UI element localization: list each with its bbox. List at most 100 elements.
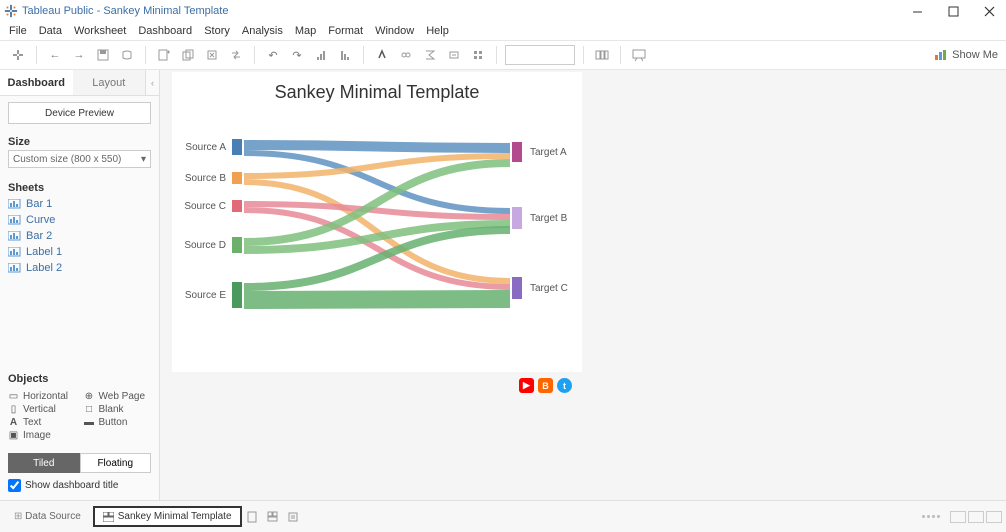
- button-icon: ▬: [84, 417, 95, 428]
- group-icon[interactable]: [396, 45, 416, 65]
- menu-analysis[interactable]: Analysis: [237, 25, 288, 37]
- highlight-icon[interactable]: [372, 45, 392, 65]
- sort-asc-icon[interactable]: [311, 45, 331, 65]
- menu-format[interactable]: Format: [323, 25, 368, 37]
- sankey-chart: Source ASource BSource CSource DSource E…: [172, 117, 582, 337]
- svg-text:Target B: Target B: [530, 213, 568, 224]
- menu-help[interactable]: Help: [421, 25, 454, 37]
- tableau-logo-icon[interactable]: [8, 45, 28, 65]
- worksheet-icon: [8, 263, 21, 273]
- size-label: Size: [0, 130, 159, 150]
- active-sheet-tab[interactable]: Sankey Minimal Template: [93, 506, 242, 527]
- menubar: File Data Worksheet Dashboard Story Anal…: [0, 22, 1006, 40]
- close-button[interactable]: [982, 4, 996, 18]
- objects-label: Objects: [8, 367, 151, 387]
- vertical-icon: ▯: [8, 404, 19, 415]
- show-me-icon: [934, 49, 948, 61]
- show-me-button[interactable]: Show Me: [934, 49, 998, 61]
- worksheet-icon: [8, 215, 21, 225]
- object-horizontal[interactable]: ▭Horizontal: [8, 391, 76, 402]
- app-icon: [4, 4, 18, 18]
- sheets-label: Sheets: [0, 176, 159, 196]
- filmstrip-icon-2[interactable]: [968, 511, 984, 523]
- clear-icon[interactable]: [202, 45, 222, 65]
- horizontal-icon: ▭: [8, 391, 19, 402]
- size-dropdown[interactable]: Custom size (800 x 550) ▾: [8, 150, 151, 168]
- worksheet-icon: [8, 231, 21, 241]
- blank-icon: □: [84, 404, 95, 415]
- bottom-tabs: ⊞ Data Source Sankey Minimal Template: [0, 500, 1006, 532]
- show-title-input[interactable]: [8, 479, 21, 492]
- menu-file[interactable]: File: [4, 25, 32, 37]
- globe-icon: ⊕: [84, 391, 95, 402]
- new-story-tab-icon[interactable]: [284, 508, 302, 526]
- svg-text:Source C: Source C: [184, 201, 226, 212]
- sheet-item[interactable]: Curve: [8, 212, 151, 228]
- object-image[interactable]: ▣Image: [8, 430, 76, 441]
- forward-icon[interactable]: →: [69, 45, 89, 65]
- sheet-item[interactable]: Bar 2: [8, 228, 151, 244]
- presentation-icon[interactable]: [629, 45, 649, 65]
- youtube-icon[interactable]: ▶: [519, 378, 534, 393]
- canvas-area[interactable]: Sankey Minimal Template Source ASource B…: [160, 70, 1006, 500]
- menu-window[interactable]: Window: [370, 25, 419, 37]
- tab-dashboard[interactable]: Dashboard: [0, 70, 73, 95]
- totals-icon[interactable]: [420, 45, 440, 65]
- dashboard-tab-icon: [103, 512, 114, 522]
- menu-data[interactable]: Data: [34, 25, 67, 37]
- show-me-label: Show Me: [952, 49, 998, 61]
- object-button[interactable]: ▬Button: [84, 417, 152, 428]
- collapse-sidebar-icon[interactable]: ‹: [145, 70, 159, 95]
- object-vertical[interactable]: ▯Vertical: [8, 404, 76, 415]
- new-worksheet-icon[interactable]: [154, 45, 174, 65]
- filmstrip-icon[interactable]: [950, 511, 966, 523]
- menu-map[interactable]: Map: [290, 25, 321, 37]
- toolbar: ← → ↶ ↷ Show Me: [0, 40, 1006, 70]
- filmstrip-icon-3[interactable]: [986, 511, 1002, 523]
- show-title-checkbox[interactable]: Show dashboard title: [0, 477, 159, 500]
- sheet-item[interactable]: Label 2: [8, 260, 151, 276]
- menu-worksheet[interactable]: Worksheet: [69, 25, 131, 37]
- cards-icon[interactable]: [592, 45, 612, 65]
- size-value: Custom size (800 x 550): [13, 154, 121, 165]
- text-icon: A: [8, 417, 19, 428]
- data-source-tab[interactable]: ⊞ Data Source: [4, 507, 91, 526]
- menu-dashboard[interactable]: Dashboard: [133, 25, 197, 37]
- sheet-item[interactable]: Label 1: [8, 244, 151, 260]
- worksheet-icon: [8, 199, 21, 209]
- object-blank[interactable]: □Blank: [84, 404, 152, 415]
- social-icons: ▶ B t: [172, 378, 582, 393]
- menu-story[interactable]: Story: [199, 25, 235, 37]
- new-worksheet-tab-icon[interactable]: [244, 508, 262, 526]
- save-icon[interactable]: [93, 45, 113, 65]
- device-preview-button[interactable]: Device Preview: [8, 102, 151, 124]
- undo-icon[interactable]: ↶: [263, 45, 283, 65]
- format-icon[interactable]: [468, 45, 488, 65]
- maximize-button[interactable]: [946, 4, 960, 18]
- new-data-icon[interactable]: [117, 45, 137, 65]
- object-text[interactable]: AText: [8, 417, 76, 428]
- sheet-item[interactable]: Bar 1: [8, 196, 151, 212]
- object-webpage[interactable]: ⊕Web Page: [84, 391, 152, 402]
- sort-desc-icon[interactable]: [335, 45, 355, 65]
- window-title: Tableau Public - Sankey Minimal Template: [22, 5, 910, 17]
- svg-text:Source B: Source B: [185, 173, 226, 184]
- chevron-down-icon: ▾: [141, 154, 146, 165]
- minimize-button[interactable]: [910, 4, 924, 18]
- svg-text:Source D: Source D: [184, 240, 226, 251]
- tab-layout[interactable]: Layout: [73, 70, 146, 95]
- new-dashboard-tab-icon[interactable]: [264, 508, 282, 526]
- labels-icon[interactable]: [444, 45, 464, 65]
- back-icon[interactable]: ←: [45, 45, 65, 65]
- fit-dropdown[interactable]: [505, 45, 575, 65]
- dashboard-area[interactable]: Sankey Minimal Template Source ASource B…: [172, 72, 582, 372]
- tiled-button[interactable]: Tiled: [8, 453, 80, 473]
- svg-text:Source E: Source E: [185, 290, 226, 301]
- duplicate-icon[interactable]: [178, 45, 198, 65]
- redo-icon[interactable]: ↷: [287, 45, 307, 65]
- twitter-icon[interactable]: t: [557, 378, 572, 393]
- floating-button[interactable]: Floating: [80, 453, 152, 473]
- swap-icon[interactable]: [226, 45, 246, 65]
- sidebar: Dashboard Layout ‹ Device Preview Size C…: [0, 70, 160, 500]
- blogger-icon[interactable]: B: [538, 378, 553, 393]
